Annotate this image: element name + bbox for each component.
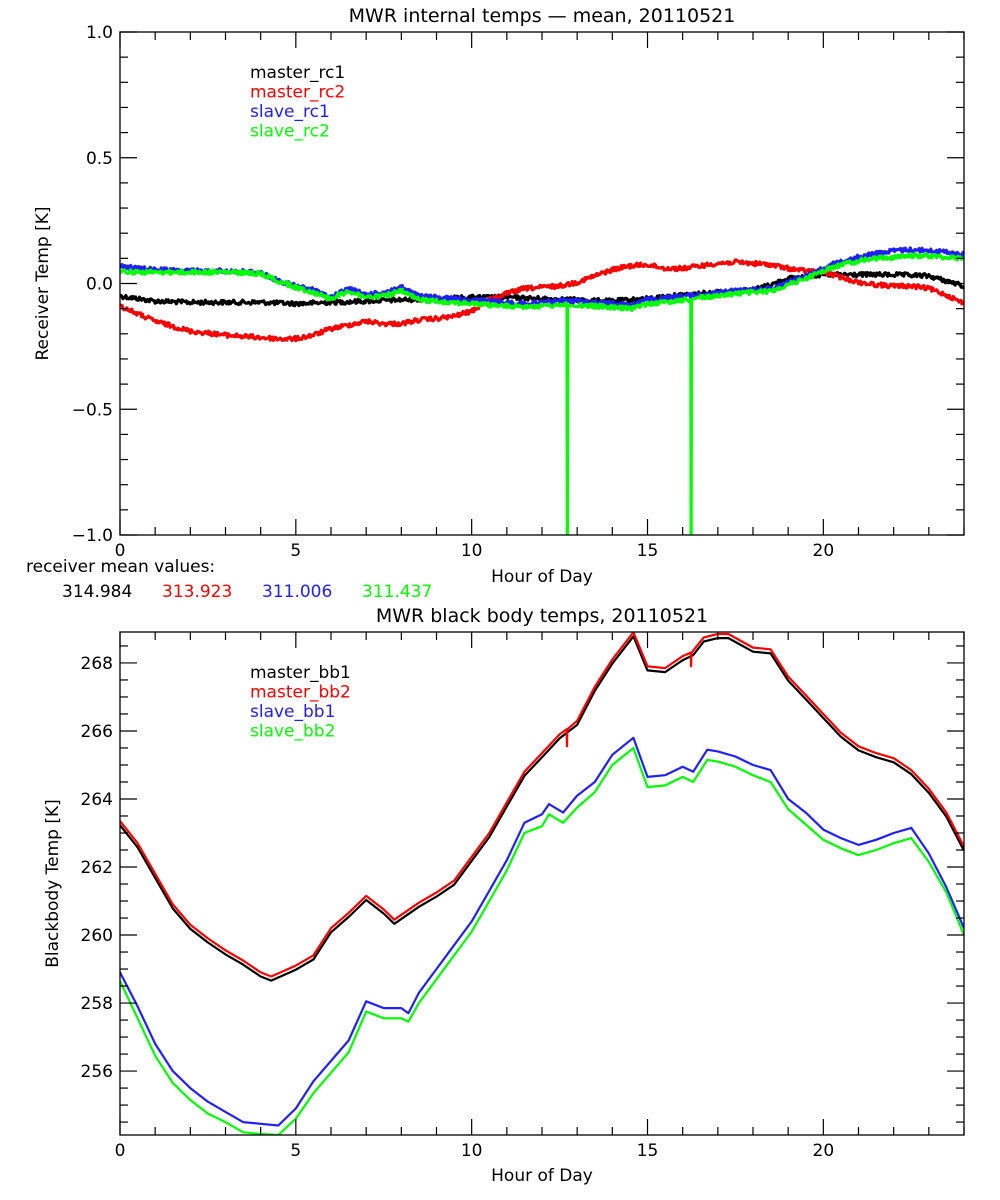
- legend-entry-slave_rc2: slave_rc2: [250, 122, 330, 142]
- y-tick-label: 256: [81, 1062, 113, 1082]
- plot-frame: [119, 31, 965, 536]
- receiver-mean-label: receiver mean values:: [26, 557, 215, 577]
- x-tick-label: 20: [813, 1141, 835, 1161]
- series-line-master_bb1: [120, 635, 964, 982]
- y-tick-label: 262: [81, 858, 113, 878]
- x-tick-label: 15: [637, 1141, 659, 1161]
- chart-title: MWR black body temps, 20110521: [376, 605, 708, 627]
- y-tick-label: 1.0: [86, 23, 113, 43]
- y-tick-label: 0.0: [86, 275, 113, 295]
- y-axis-title: Blackbody Temp [K]: [43, 799, 63, 968]
- chart-title: MWR internal temps — mean, 20110521: [349, 5, 736, 27]
- receiver-mean-values: receiver mean values: 314.984 313.923 31…: [26, 557, 432, 602]
- series-line-slave_bb1: [120, 736, 964, 1127]
- receiver-mean-value-2: 313.923: [162, 582, 232, 602]
- series-group: [120, 246, 964, 535]
- y-tick-label: 264: [81, 790, 113, 810]
- receiver-mean-value-3: 311.006: [262, 582, 332, 602]
- receiver-mean-value-1: 314.984: [62, 582, 132, 602]
- y-tick-label: 266: [81, 722, 113, 742]
- x-tick-label: 10: [461, 541, 483, 561]
- blackbody-temps-plot: 0 5 10 15 20 256 258 260 262 264 266 268 MWR black b…: [43, 605, 965, 1186]
- internal-temps-plot: 0 5 10 15 20 −1.0 −0.5 0.0 0.5 1.0 MWR internal te…: [33, 5, 965, 587]
- plot-frame: [119, 631, 965, 1136]
- receiver-mean-value-4: 311.437: [362, 582, 432, 602]
- series-line-master_bb2: [120, 632, 964, 978]
- legend-entry-master_rc1: master_rc1: [250, 63, 345, 83]
- y-axis-title: Receiver Temp [K]: [33, 206, 53, 360]
- series-group: [120, 632, 964, 1135]
- x-tick-label: 5: [290, 1141, 301, 1161]
- x-tick-label: 5: [290, 541, 301, 561]
- x-tick-label: 10: [461, 1141, 483, 1161]
- y-tick-label: 268: [81, 654, 113, 674]
- x-axis-title: Hour of Day: [491, 567, 593, 587]
- legend-entry-master_rc2: master_rc2: [250, 83, 345, 103]
- x-tick-label: 20: [813, 541, 835, 561]
- y-tick-label: 258: [81, 994, 113, 1014]
- x-tick-label: 15: [637, 541, 659, 561]
- y-tick-label: −0.5: [72, 400, 113, 420]
- legend-entry-slave_bb2: slave_bb2: [250, 722, 335, 742]
- series-line-slave_rc2: [120, 252, 964, 535]
- y-tick-label: 260: [81, 926, 113, 946]
- y-tick-label: 0.5: [86, 149, 113, 169]
- x-tick-label: 0: [115, 541, 126, 561]
- legend-entry-master_bb1: master_bb1: [250, 663, 351, 683]
- y-tick-label: −1.0: [72, 526, 113, 546]
- series-line-slave_bb2: [120, 746, 964, 1135]
- x-axis-title: Hour of Day: [491, 1166, 593, 1186]
- legend-entry-master_bb2: master_bb2: [250, 683, 351, 703]
- legend-entry-slave_rc1: slave_rc1: [250, 102, 330, 122]
- x-tick-label: 0: [115, 1141, 126, 1161]
- legend-entry-slave_bb1: slave_bb1: [250, 702, 335, 722]
